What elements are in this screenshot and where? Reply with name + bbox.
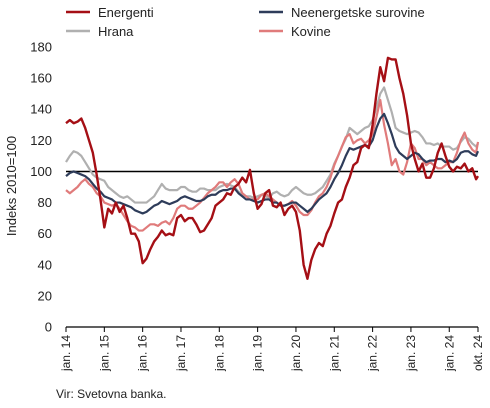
x-tick-label: jan. 24 — [442, 335, 456, 372]
y-axis-ticks: 0 20 40 60 80 100 120 140 160 180 — [30, 40, 52, 335]
y-tick-label: 120 — [30, 133, 52, 148]
y-tick-label: 60 — [38, 226, 52, 241]
x-tick-label: jan. 18 — [212, 335, 226, 372]
source-note: Vir: Svetovna banka. — [56, 387, 167, 401]
x-tick-label: jan. 23 — [404, 335, 418, 372]
x-tick-label: jan. 16 — [136, 335, 150, 372]
series-line-energenti — [65, 56, 480, 280]
x-tick-label: jan. 19 — [251, 335, 265, 372]
legend-label-kovine: Kovine — [291, 24, 331, 39]
legend-label-hrana: Hrana — [98, 24, 134, 39]
y-tick-label: 40 — [38, 257, 52, 272]
x-tick-label: jan. 21 — [327, 335, 341, 372]
legend-label-neenergetske-surovine: Neenergetske surovine — [291, 5, 425, 20]
y-axis-label: Indeks 2010=100 — [4, 136, 19, 236]
y-tick-label: 140 — [30, 102, 52, 117]
y-tick-label: 20 — [38, 288, 52, 303]
y-tick-label: 0 — [45, 320, 52, 335]
y-tick-label: 100 — [30, 164, 52, 179]
x-tick-label: okt. 24 — [471, 335, 485, 371]
legend-label-energenti: Energenti — [98, 5, 154, 20]
x-tick-label: jan. 22 — [366, 335, 380, 372]
series-line-hrana — [65, 86, 479, 204]
y-tick-label: 80 — [38, 195, 52, 210]
series-group — [65, 56, 480, 280]
y-tick-label: 180 — [30, 40, 52, 55]
x-tick-label: jan. 17 — [174, 335, 188, 372]
x-tick-label: jan. 15 — [97, 335, 111, 372]
x-tick-label: jan. 14 — [59, 335, 73, 372]
x-axis: jan. 14 jan. 15 jan. 16 jan. 17 jan. 18 jan. … — [59, 326, 485, 372]
legend: Energenti Neenergetske surovine Hrana Kovin… — [66, 5, 425, 39]
y-tick-label: 160 — [30, 71, 52, 86]
x-tick-label: jan. 20 — [289, 335, 303, 372]
